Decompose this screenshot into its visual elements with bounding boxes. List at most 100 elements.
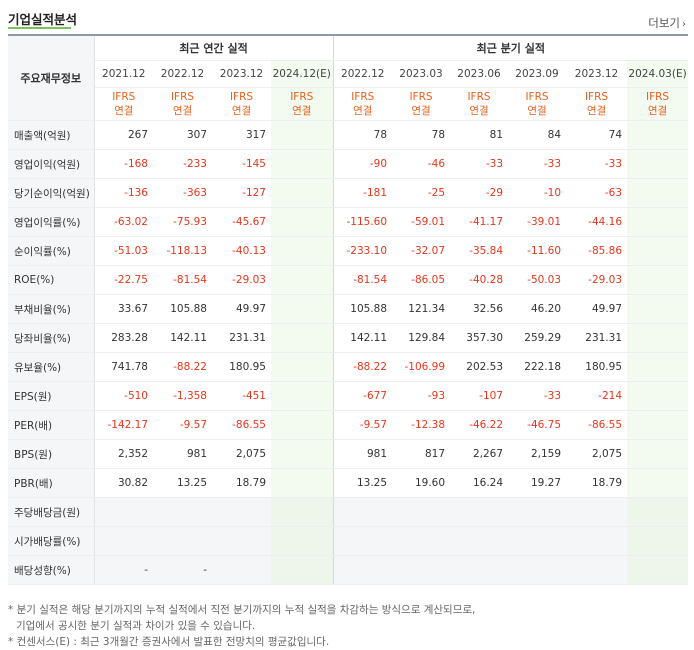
consolidated-label: 연결 [231, 105, 252, 117]
table-cell: -29 [450, 178, 509, 208]
table-cell: -50.03 [508, 265, 567, 295]
table-cell: -115.60 [332, 207, 393, 237]
table-cell [271, 468, 334, 498]
consolidated-label: 연결 [411, 105, 431, 117]
table-cell: -22.75 [94, 265, 153, 295]
consolidated-label: 연결 [114, 105, 134, 117]
period-header: 2023.06 [450, 60, 509, 88]
table-cell [627, 323, 689, 353]
accounting-basis: IFRS 연결 [153, 87, 212, 121]
table-cell [271, 323, 334, 353]
period-header: 2022.12 [332, 60, 393, 88]
row-label: ROE(%) [8, 265, 95, 295]
table-cell: 78 [332, 120, 393, 150]
period-header: 2023.03 [392, 60, 451, 88]
table-cell [332, 497, 393, 527]
row-label: 시가배당률(%) [8, 526, 95, 556]
table-cell: 13.25 [153, 468, 212, 498]
accounting-basis: IFRS 연결 [392, 87, 451, 121]
row-label: PER(배) [8, 410, 95, 440]
section-title: 기업실적분석 [8, 12, 78, 27]
table-cell: - [153, 555, 212, 585]
period-header: 2023.09 [508, 60, 567, 88]
table-cell: 2,267 [450, 439, 509, 469]
period-header: 2022.12 [153, 60, 212, 88]
table-cell [566, 526, 628, 556]
ifrs-label: IFRS [584, 91, 609, 103]
row-label: 배당성향(%) [8, 555, 95, 585]
table-row: 배당성향(%) - - [8, 555, 689, 585]
table-cell [392, 555, 451, 585]
table-cell: -25 [392, 178, 451, 208]
table-row: 유보율(%) 741.78 -88.22 180.95 -88.22 -106.99 202… [8, 352, 689, 382]
table-cell: 741.78 [94, 352, 153, 382]
table-cell [212, 497, 271, 527]
table-cell [271, 352, 334, 382]
table-cell: -81.54 [153, 265, 212, 295]
table-cell: -33 [566, 149, 628, 179]
table-cell [627, 352, 689, 382]
table-cell: 13.25 [332, 468, 393, 498]
table-cell [508, 555, 567, 585]
table-cell: -1,358 [153, 381, 212, 411]
table-cell: -46 [392, 149, 451, 179]
more-label[interactable]: 더보기 [648, 16, 680, 30]
consolidated-label: 연결 [469, 105, 489, 117]
table-cell: 142.11 [153, 323, 212, 353]
consolidated-label: 연결 [527, 105, 547, 117]
table-cell [332, 555, 393, 585]
table-cell: 121.34 [392, 294, 451, 324]
table-cell: 2,159 [508, 439, 567, 469]
table-cell: -11.60 [508, 236, 567, 266]
table-cell: -33 [450, 149, 509, 179]
table-cell: 19.60 [392, 468, 451, 498]
table-cell [94, 497, 153, 527]
accounting-basis: IFRS 연결 [332, 87, 393, 121]
table-cell: 105.88 [332, 294, 393, 324]
period-header: 2023.12 [566, 60, 628, 88]
table-cell: 33.67 [94, 294, 153, 324]
more-link[interactable]: 더보기 › [648, 15, 686, 31]
table-cell: -75.93 [153, 207, 212, 237]
table-cell [450, 497, 509, 527]
table-cell: 46.20 [508, 294, 567, 324]
table-cell: 19.27 [508, 468, 567, 498]
table-cell: -40.13 [212, 236, 271, 266]
table-cell: 78 [392, 120, 451, 150]
consolidated-label: 연결 [172, 105, 193, 117]
table-cell [627, 149, 689, 179]
consolidated-label: 연결 [586, 105, 607, 117]
table-cell: 30.82 [94, 468, 153, 498]
table-row: 당좌비율(%) 283.28 142.11 231.31 142.11 129.84 357… [8, 323, 689, 353]
table-cell [627, 468, 689, 498]
ifrs-label: IFRS [646, 91, 670, 103]
table-row: 매출액(억원) 267 307 317 78 78 81 84 74 [8, 120, 689, 150]
row-label: 매출액(억원) [8, 120, 95, 150]
table-cell [153, 497, 212, 527]
table-row: 영업이익(억원) -168 -233 -145 -90 -46 -33 -33 -33 [8, 149, 689, 179]
table-cell: 357.30 [450, 323, 509, 353]
table-cell: 180.95 [566, 352, 628, 382]
table-cell [392, 526, 451, 556]
table-cell: 105.88 [153, 294, 212, 324]
accounting-basis: IFRS 연결 [212, 87, 271, 121]
table-cell [627, 410, 689, 440]
accounting-basis: IFRS 연결 [508, 87, 567, 121]
table-cell: -214 [566, 381, 628, 411]
table-cell [627, 381, 689, 411]
consolidated-label: 연결 [353, 105, 373, 117]
table-cell: -451 [212, 381, 271, 411]
table-cell: 129.84 [392, 323, 451, 353]
table-cell: -81.54 [332, 265, 393, 295]
table-cell: 32.56 [450, 294, 509, 324]
row-label: PBR(배) [8, 468, 95, 498]
table-cell [271, 149, 334, 179]
row-label: 당좌비율(%) [8, 323, 95, 353]
table-cell [627, 497, 689, 527]
table-cell: 18.79 [212, 468, 271, 498]
row-label: 부채비율(%) [8, 294, 95, 324]
table-cell: 202.53 [450, 352, 509, 382]
ifrs-label: IFRS [170, 91, 195, 103]
table-cell [627, 207, 689, 237]
table-cell [94, 526, 153, 556]
